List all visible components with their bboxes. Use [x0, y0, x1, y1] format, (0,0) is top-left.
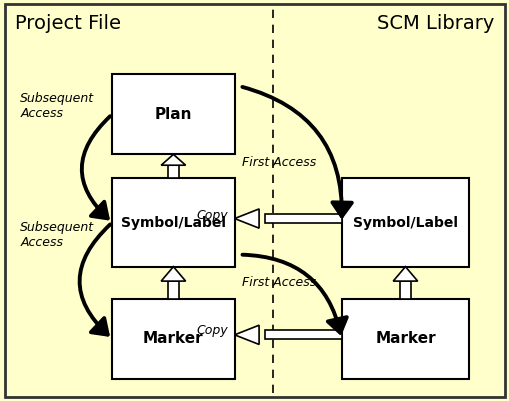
Polygon shape [234, 209, 259, 228]
Bar [341, 178, 468, 267]
Text: Symbol/Label: Symbol/Label [121, 216, 225, 229]
Bar [112, 74, 234, 154]
FancyArrowPatch shape [242, 255, 346, 333]
Polygon shape [161, 267, 185, 281]
Text: Marker: Marker [375, 331, 435, 346]
Bar [341, 299, 468, 379]
Polygon shape [234, 325, 259, 344]
FancyArrowPatch shape [242, 87, 351, 217]
Text: Project File: Project File [15, 14, 121, 33]
Bar [167, 281, 179, 299]
Text: Subsequent
Access: Subsequent Access [20, 221, 94, 249]
Bar [265, 214, 341, 223]
Polygon shape [392, 267, 417, 281]
FancyArrowPatch shape [79, 225, 110, 335]
Text: Symbol/Label: Symbol/Label [352, 216, 457, 229]
FancyArrowPatch shape [81, 116, 110, 218]
Bar [112, 299, 234, 379]
Bar [167, 165, 179, 178]
Text: Subsequent
Access: Subsequent Access [20, 92, 94, 120]
Text: Marker: Marker [143, 331, 203, 346]
Text: First Access: First Access [242, 156, 316, 169]
Bar [265, 330, 341, 339]
Text: SCM Library: SCM Library [377, 14, 494, 33]
Text: First Access: First Access [242, 276, 316, 289]
Bar [112, 178, 234, 267]
Text: Copy: Copy [196, 209, 228, 222]
Polygon shape [161, 154, 185, 165]
Bar [399, 281, 410, 299]
Text: Plan: Plan [154, 107, 192, 122]
Text: Copy: Copy [196, 324, 228, 337]
